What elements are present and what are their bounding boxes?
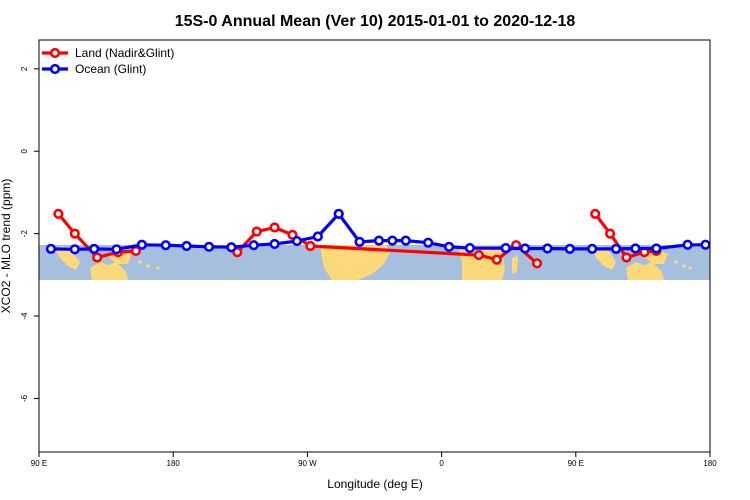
data-point	[491, 254, 502, 265]
data-point	[464, 242, 476, 254]
x-tick-label: 180	[167, 459, 181, 468]
data-point	[651, 243, 662, 254]
data-point	[69, 244, 80, 255]
legend-label: Ocean (Glint)	[75, 62, 146, 76]
land-australia-north	[100, 262, 128, 280]
land-island	[138, 260, 142, 264]
data-point	[700, 239, 711, 250]
data-point	[69, 228, 80, 239]
data-point	[53, 208, 64, 219]
x-axis-label: Longitude (deg E)	[327, 477, 422, 491]
x-axis: 90 E 180 90 W 0 90 E 180	[31, 452, 717, 468]
data-point	[89, 243, 100, 254]
x-tick-label: 90 E	[31, 459, 47, 468]
land-island	[156, 266, 160, 270]
land-island	[146, 264, 150, 268]
data-point	[136, 239, 147, 250]
data-point	[354, 236, 365, 247]
data-point	[587, 243, 598, 254]
land-new-guinea-2	[644, 250, 668, 264]
data-point	[181, 240, 192, 252]
y-axis-label: XCO2 - MLO trend (ppm)	[0, 179, 13, 314]
legend: Land (Nadir&Glint) Ocean (Glint)	[42, 46, 174, 76]
chart-title: 15S-0 Annual Mean (Ver 10) 2015-01-01 to…	[175, 13, 576, 30]
y-tick-label: -2	[20, 230, 29, 238]
data-point	[92, 252, 103, 263]
x-tick-label: 90 E	[568, 459, 584, 468]
data-point	[373, 235, 385, 246]
series-layer	[45, 208, 711, 269]
data-point	[531, 258, 543, 269]
data-point	[443, 241, 455, 252]
data-point	[423, 237, 434, 248]
data-point	[45, 243, 57, 254]
x-tick-label: 180	[703, 459, 717, 468]
data-point	[312, 231, 323, 242]
y-tick-label: -6	[20, 394, 29, 402]
data-point	[203, 241, 215, 252]
data-point	[590, 208, 601, 219]
data-point	[305, 240, 316, 252]
data-point	[500, 242, 511, 254]
legend-marker	[49, 47, 61, 59]
land-island	[688, 266, 692, 270]
data-point	[248, 240, 259, 251]
data-point	[473, 249, 484, 261]
data-point	[251, 226, 262, 237]
data-point	[621, 252, 632, 263]
data-point	[682, 239, 693, 250]
series-ocean	[45, 208, 711, 255]
plot-frame	[38, 39, 711, 453]
land-australia-north-2	[636, 262, 664, 280]
data-point	[604, 228, 616, 239]
data-point	[610, 243, 622, 254]
data-point	[520, 243, 531, 254]
data-point	[111, 244, 122, 255]
series-land	[53, 208, 662, 269]
data-point	[542, 243, 553, 254]
legend-label: Land (Nadir&Glint)	[75, 46, 174, 60]
data-point	[269, 222, 280, 233]
legend-marker	[49, 63, 61, 75]
data-point	[160, 240, 171, 251]
y-tick-label: 2	[20, 66, 29, 71]
land-sumatra-2	[592, 246, 616, 270]
data-point	[291, 235, 303, 247]
data-point	[564, 243, 575, 254]
data-point	[269, 238, 280, 250]
data-point	[387, 235, 398, 246]
data-point	[226, 242, 237, 253]
land-madagascar	[512, 256, 518, 274]
y-axis: 2 0 -2 -4 -6	[20, 66, 39, 402]
land-island	[682, 264, 686, 268]
x-tick-label: 0	[439, 459, 444, 468]
data-point	[400, 235, 411, 246]
data-point	[630, 243, 641, 254]
land-island	[674, 260, 678, 264]
data-point	[333, 208, 344, 219]
land-sumatra	[55, 246, 80, 270]
y-tick-label: -4	[20, 312, 29, 320]
y-tick-label: 0	[20, 148, 29, 153]
land-south-america	[320, 245, 390, 280]
x-tick-label: 90 W	[298, 459, 317, 468]
